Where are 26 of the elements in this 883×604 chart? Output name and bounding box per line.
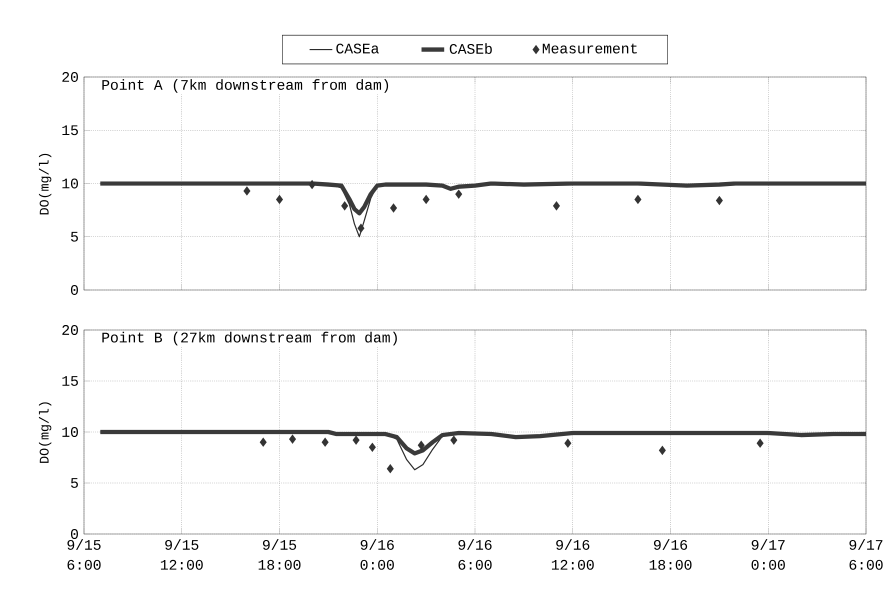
y-tick-label: 15 — [62, 376, 78, 386]
x-tick-label: 9/16 6:00 — [458, 539, 492, 570]
x-tick-label: 9/15 12:00 — [160, 539, 203, 570]
y-axis-title: DO(mg/l) — [38, 154, 52, 214]
x-tick-label: 9/15 6:00 — [67, 539, 101, 570]
x-tick-label: 9/17 6:00 — [849, 539, 883, 570]
x-tick-label: 9/16 12:00 — [552, 539, 594, 570]
x-tick-label: 9/17 0:00 — [752, 539, 785, 570]
y-tick-label: 10 — [62, 178, 78, 188]
x-tick-label: 9/16 0:00 — [360, 539, 394, 570]
y-axis-title: DO(mg/l) — [38, 402, 52, 463]
y-tick-label: 0 — [70, 529, 78, 539]
y-tick-label: 20 — [62, 72, 78, 82]
legend-label: CASEb — [450, 43, 492, 54]
y-tick-label: 5 — [71, 478, 78, 488]
y-tick-label: 5 — [71, 232, 78, 242]
chart-title: Point B (27km downstream from dam) — [102, 332, 397, 346]
y-tick-label: 15 — [62, 125, 78, 136]
chart-title: Point A (7km downstream from dam) — [102, 79, 388, 93]
y-tick-label: 20 — [62, 325, 78, 335]
x-tick-label: 9/15 18:00 — [258, 539, 301, 570]
y-tick-label: 0 — [70, 285, 78, 295]
x-tick-label: 9/16 18:00 — [650, 539, 692, 570]
y-tick-label: 10 — [62, 427, 78, 437]
legend-label: CASEa — [336, 44, 379, 54]
legend-label: Measurement — [542, 44, 637, 54]
